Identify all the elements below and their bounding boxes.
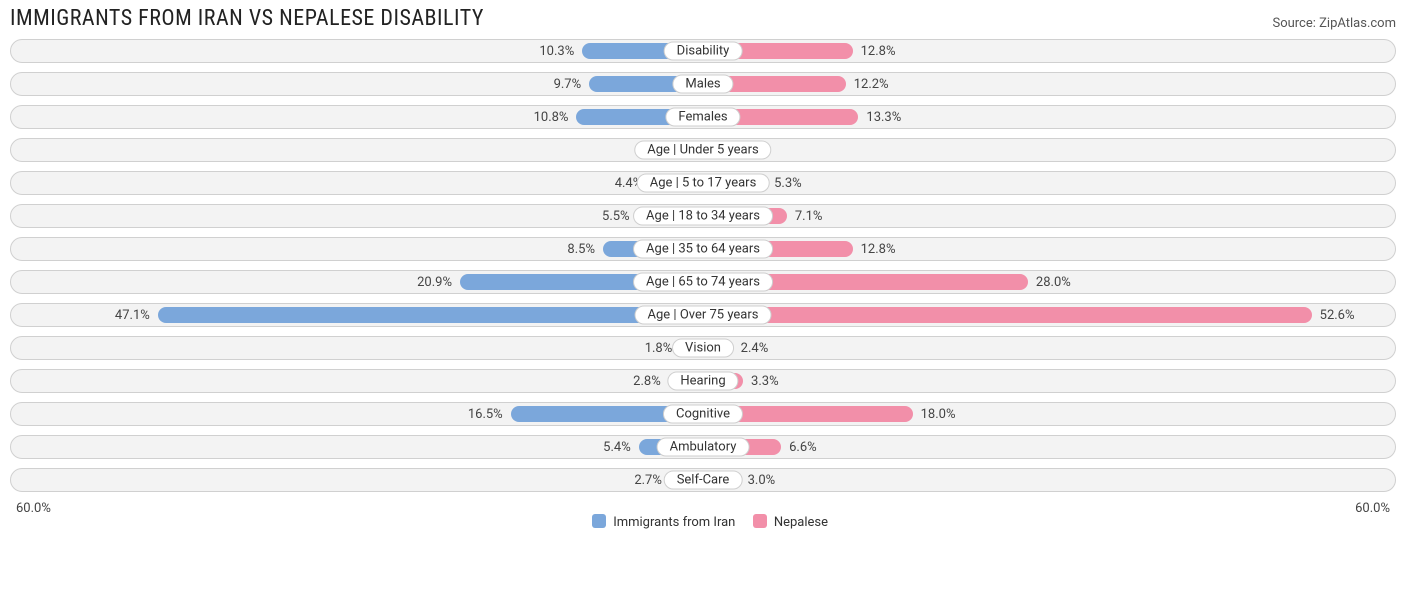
row-right-half: 7.1% [703,205,1395,227]
diverging-bar-chart: 10.3%12.8%Disability9.7%12.2%Males10.8%1… [10,39,1396,492]
left-value: 2.8% [627,374,667,389]
row-right-half: 5.3% [703,172,1395,194]
legend-label-left: Immigrants from Iran [613,515,735,530]
right-value: 12.2% [848,77,895,92]
row-right-half: 52.6% [703,304,1395,326]
row-left-half: 20.9% [11,271,703,293]
category-label: Hearing [667,372,738,391]
row-right-half: 3.3% [703,370,1395,392]
left-value: 20.9% [411,275,458,290]
category-label: Age | 35 to 64 years [633,240,773,259]
chart-row: 47.1% 52.6% Age | Over 75 years [10,303,1396,327]
legend-swatch-right [753,514,767,528]
category-label: Age | Over 75 years [635,306,772,325]
right-value: 3.0% [742,473,782,488]
row-left-half: 10.3% [11,40,703,62]
category-label: Age | 18 to 34 years [633,207,773,226]
right-value: 12.8% [855,44,902,59]
right-value: 6.6% [783,440,823,455]
chart-title: IMMIGRANTS FROM IRAN VS NEPALESE DISABIL… [10,6,484,31]
row-left-half: 16.5% [11,403,703,425]
category-label: Age | 65 to 74 years [633,273,773,292]
left-value: 16.5% [462,407,509,422]
right-value: 13.3% [860,110,907,125]
row-right-half: 12.2% [703,73,1395,95]
row-left-half: 9.7% [11,73,703,95]
chart-row: 2.7% 3.0%Self-Care [10,468,1396,492]
category-label: Ambulatory [657,438,750,457]
right-value: 5.3% [768,176,808,191]
row-left-half: 2.8% [11,370,703,392]
chart-row: 5.5% 7.1% Age | 18 to 34 years [10,204,1396,228]
left-value: 5.4% [597,440,637,455]
left-value: 47.1% [109,308,156,323]
chart-row: 2.8% 3.3% Hearing [10,369,1396,393]
left-value: 9.7% [548,77,588,92]
axis-left-max: 60.0% [16,501,51,516]
right-value: 52.6% [1314,308,1361,323]
category-label: Disability [664,42,743,61]
right-value: 3.3% [745,374,785,389]
row-right-half: 28.0% [703,271,1395,293]
right-value: 12.8% [855,242,902,257]
row-right-half: 6.6% [703,436,1395,458]
row-left-half: 4.4% [11,172,703,194]
chart-row: 8.5% 12.8% Age | 35 to 64 years [10,237,1396,261]
row-left-half: 5.4% [11,436,703,458]
category-label: Cognitive [663,405,743,424]
category-label: Vision [672,339,734,358]
left-bar [158,307,701,323]
right-value: 18.0% [915,407,962,422]
chart-row: 1.0%0.97%Age | Under 5 years [10,138,1396,162]
category-label: Age | 5 to 17 years [637,174,770,193]
chart-row: 4.4% 5.3%Age | 5 to 17 years [10,171,1396,195]
chart-row: 5.4% 6.6% Ambulatory [10,435,1396,459]
right-value: 28.0% [1030,275,1077,290]
legend: Immigrants from Iran Nepalese [10,514,1396,530]
row-right-half: 18.0% [703,403,1395,425]
left-value: 5.5% [596,209,636,224]
row-right-half: 12.8% [703,238,1395,260]
category-label: Self-Care [664,471,743,490]
left-value: 8.5% [561,242,601,257]
right-value: 2.4% [735,341,775,356]
chart-row: 16.5% 18.0% Cognitive [10,402,1396,426]
axis-right-max: 60.0% [1355,501,1390,516]
category-label: Males [672,75,733,94]
chart-row: 1.8% 2.4%Vision [10,336,1396,360]
chart-row: 10.3% 12.8% Disability [10,39,1396,63]
row-left-half: 5.5% [11,205,703,227]
row-left-half: 10.8% [11,106,703,128]
right-value: 7.1% [789,209,829,224]
source-label: Source: ZipAtlas.com [1272,16,1396,31]
row-left-half: 47.1% [11,304,703,326]
row-right-half: 0.97% [703,139,1395,161]
row-left-half: 2.7% [11,469,703,491]
row-right-half: 3.0% [703,469,1395,491]
left-value: 2.7% [628,473,668,488]
row-left-half: 1.0% [11,139,703,161]
left-value: 10.3% [533,44,580,59]
header: IMMIGRANTS FROM IRAN VS NEPALESE DISABIL… [10,6,1396,31]
left-value: 10.8% [528,110,575,125]
row-left-half: 1.8% [11,337,703,359]
legend-label-right: Nepalese [774,515,828,530]
category-label: Age | Under 5 years [634,141,771,160]
row-right-half: 12.8% [703,40,1395,62]
row-right-half: 2.4% [703,337,1395,359]
chart-row: 10.8% 13.3% Females [10,105,1396,129]
right-bar [705,307,1312,323]
legend-swatch-left [592,514,606,528]
row-right-half: 13.3% [703,106,1395,128]
category-label: Females [665,108,740,127]
chart-row: 9.7% 12.2% Males [10,72,1396,96]
chart-row: 20.9% 28.0% Age | 65 to 74 years [10,270,1396,294]
row-left-half: 8.5% [11,238,703,260]
